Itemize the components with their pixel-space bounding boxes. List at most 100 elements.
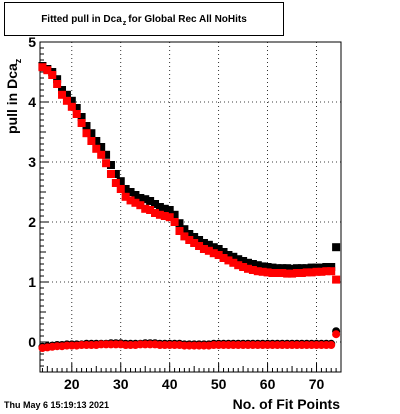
chart-title-suffix: for Global Rec All NoHits bbox=[128, 13, 247, 25]
data-point-square-series-1 bbox=[302, 264, 311, 273]
data-point-square-series-2 bbox=[229, 258, 238, 267]
x-tick-label: 50 bbox=[211, 376, 227, 392]
data-point-square-series-2 bbox=[214, 251, 223, 259]
data-point-square-series-2 bbox=[151, 209, 160, 217]
y-tick-label: 5 bbox=[28, 34, 36, 50]
data-point-square-series-1 bbox=[199, 239, 208, 247]
data-point-square-series-2 bbox=[258, 267, 267, 276]
data-point-square-series-1 bbox=[327, 263, 336, 271]
data-point-square-series-1 bbox=[322, 263, 331, 271]
data-point-square-series-1 bbox=[141, 195, 150, 204]
data-point-square-series-1 bbox=[307, 263, 316, 272]
data-point-square-series-1 bbox=[312, 263, 321, 272]
data-point-square-series-2 bbox=[219, 254, 228, 262]
data-point-square-series-2 bbox=[48, 71, 57, 79]
data-point-square-series-1 bbox=[248, 260, 257, 268]
data-point-square-series-2 bbox=[268, 269, 277, 277]
data-point-square-series-2 bbox=[292, 269, 301, 277]
data-point-square-series-2 bbox=[121, 192, 130, 201]
data-point-square-series-1 bbox=[214, 245, 223, 253]
data-point-square-series-1 bbox=[185, 230, 194, 238]
data-point-circle-series-4 bbox=[327, 341, 336, 349]
data-point-square-series-2 bbox=[87, 137, 96, 145]
data-point-square-series-2 bbox=[111, 179, 120, 187]
data-point-square-series-2 bbox=[248, 266, 257, 274]
data-point-square-series-2 bbox=[273, 269, 282, 277]
data-point-square-series-2 bbox=[204, 246, 213, 255]
data-point-square-series-1 bbox=[288, 264, 297, 273]
timestamp: Thu May 6 15:19:13 2021 bbox=[4, 400, 110, 410]
data-point-square-series-2 bbox=[199, 245, 208, 253]
data-point-square-series-2 bbox=[126, 196, 135, 205]
data-point-square-series-1 bbox=[253, 261, 262, 270]
data-point-square-series-2 bbox=[180, 232, 189, 241]
y-tick-label: 4 bbox=[28, 94, 36, 110]
data-point-square-series-1 bbox=[67, 96, 76, 105]
y-tick-label: 0 bbox=[28, 334, 36, 350]
data-point-square-series-1 bbox=[77, 113, 86, 121]
data-point-square-series-1 bbox=[121, 185, 130, 193]
data-point-square-series-1 bbox=[297, 264, 306, 273]
data-point-square-series-1 bbox=[136, 194, 145, 202]
data-point-square-series-1 bbox=[126, 188, 135, 196]
data-point-square-series-2 bbox=[317, 267, 326, 276]
data-point-square-series-2 bbox=[131, 198, 140, 207]
data-point-square-series-2 bbox=[297, 269, 306, 277]
data-point-square-series-2 bbox=[327, 267, 336, 276]
plot-frame bbox=[39, 41, 342, 373]
data-point-square-series-1 bbox=[165, 206, 174, 214]
chart-title: Fitted pull in Dca z for Global Rec All No… bbox=[4, 2, 284, 36]
data-point-square-series-2 bbox=[165, 213, 174, 222]
data-point-square-series-2 bbox=[234, 261, 243, 270]
data-point-square-series-2 bbox=[263, 268, 272, 277]
data-point-square-series-2 bbox=[195, 242, 204, 250]
data-point-square-series-1 bbox=[268, 263, 277, 272]
x-tick-label: 20 bbox=[64, 376, 80, 392]
data-point-square-series-1 bbox=[180, 225, 189, 234]
y-axis-label-main: pull in Dca bbox=[4, 63, 20, 134]
data-point-square-series-2 bbox=[43, 66, 52, 75]
data-point-square-series-1 bbox=[106, 161, 115, 169]
chart-title-subscript: z bbox=[122, 19, 127, 27]
data-point-square-series-1 bbox=[160, 204, 169, 213]
data-point-square-series-2 bbox=[38, 63, 47, 72]
data-point-square-series-1 bbox=[234, 255, 243, 264]
data-point-square-series-2 bbox=[278, 269, 287, 277]
data-point-square-series-1 bbox=[58, 86, 67, 94]
y-tick-label: 1 bbox=[28, 274, 36, 290]
data-point-square-series-2 bbox=[155, 210, 164, 219]
data-point-square-series-1 bbox=[209, 243, 218, 252]
data-point-square-series-1 bbox=[72, 104, 81, 112]
data-point-square-series-2 bbox=[175, 227, 184, 235]
data-point-square-series-2 bbox=[312, 267, 321, 276]
y-axis-label: pull in Dcaz bbox=[4, 59, 23, 134]
data-point-square-series-1 bbox=[102, 150, 111, 159]
data-point-square-series-2 bbox=[58, 90, 67, 99]
data-point-square-series-1 bbox=[190, 233, 199, 241]
data-point-square-series-1 bbox=[278, 264, 287, 273]
data-point-square-series-1 bbox=[244, 258, 253, 267]
data-point-square-series-1 bbox=[151, 200, 160, 208]
data-point-square-series-1 bbox=[317, 263, 326, 272]
data-point-square-series-1 bbox=[263, 263, 272, 271]
data-point-square-series-1 bbox=[273, 264, 282, 273]
data-point-square-series-2 bbox=[209, 249, 218, 258]
data-point-square-series-1 bbox=[239, 257, 248, 265]
data-point-square-series-2 bbox=[141, 204, 150, 213]
data-point-square-series-2 bbox=[322, 267, 331, 276]
data-point-square-series-2 bbox=[224, 256, 233, 265]
data-point-square-series-1 bbox=[155, 203, 164, 211]
data-point-square-series-1 bbox=[53, 75, 62, 84]
data-point-square-series-1 bbox=[111, 170, 120, 178]
y-tick-label: 3 bbox=[28, 154, 36, 170]
data-point-square-series-1 bbox=[224, 251, 233, 259]
data-point-square-series-2 bbox=[67, 102, 76, 111]
x-tick-label: 30 bbox=[113, 376, 129, 392]
data-point-square-series-2 bbox=[185, 236, 194, 244]
data-point-square-series-1 bbox=[175, 219, 184, 228]
data-point-square-series-1 bbox=[258, 262, 267, 271]
data-point-square-series-2 bbox=[102, 159, 111, 168]
data-point-square-series-1 bbox=[219, 248, 228, 256]
y-tick-label: 2 bbox=[28, 214, 36, 230]
